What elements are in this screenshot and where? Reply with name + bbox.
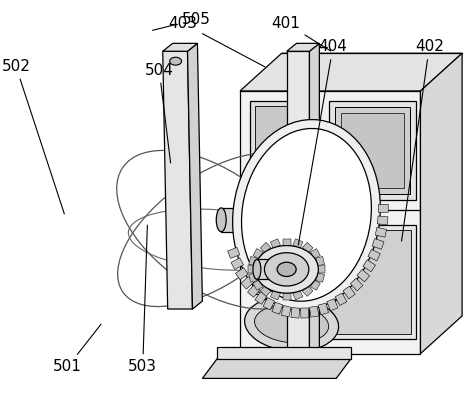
Polygon shape: [250, 101, 310, 200]
Polygon shape: [260, 242, 271, 253]
Text: 501: 501: [53, 324, 101, 374]
Polygon shape: [293, 290, 303, 300]
Polygon shape: [249, 256, 257, 266]
Ellipse shape: [245, 296, 338, 351]
Polygon shape: [318, 303, 328, 315]
Ellipse shape: [233, 119, 380, 310]
Polygon shape: [310, 43, 319, 359]
Polygon shape: [263, 297, 274, 310]
Text: 505: 505: [153, 12, 211, 30]
Polygon shape: [316, 256, 325, 266]
Polygon shape: [378, 204, 388, 212]
Polygon shape: [287, 51, 310, 359]
Text: 503: 503: [128, 225, 157, 374]
Polygon shape: [271, 239, 281, 248]
Text: 402: 402: [401, 39, 444, 241]
Text: 403: 403: [168, 16, 265, 67]
Polygon shape: [372, 238, 384, 249]
Polygon shape: [357, 269, 370, 282]
Text: 502: 502: [1, 59, 64, 214]
Polygon shape: [335, 107, 410, 194]
Text: 504: 504: [145, 63, 173, 163]
Polygon shape: [240, 205, 257, 215]
Polygon shape: [252, 284, 267, 294]
Polygon shape: [319, 266, 325, 273]
Polygon shape: [248, 266, 255, 273]
Polygon shape: [327, 299, 338, 311]
Polygon shape: [163, 43, 198, 51]
Polygon shape: [272, 302, 283, 314]
Polygon shape: [244, 218, 292, 269]
Polygon shape: [255, 292, 267, 304]
Polygon shape: [316, 230, 410, 334]
Polygon shape: [217, 347, 351, 359]
Ellipse shape: [170, 57, 182, 65]
Polygon shape: [255, 106, 304, 195]
Polygon shape: [316, 273, 325, 282]
Polygon shape: [301, 308, 309, 318]
Polygon shape: [283, 293, 291, 300]
Polygon shape: [271, 290, 281, 300]
Polygon shape: [302, 286, 313, 296]
Polygon shape: [291, 307, 300, 318]
Polygon shape: [375, 227, 387, 237]
Polygon shape: [377, 216, 388, 225]
Polygon shape: [350, 278, 363, 291]
Ellipse shape: [253, 260, 261, 279]
Polygon shape: [341, 113, 404, 188]
Polygon shape: [420, 53, 462, 354]
Ellipse shape: [255, 305, 328, 343]
Ellipse shape: [264, 253, 309, 286]
Polygon shape: [310, 280, 320, 290]
Polygon shape: [329, 101, 416, 200]
Polygon shape: [257, 260, 287, 279]
Ellipse shape: [277, 262, 296, 277]
Polygon shape: [283, 239, 291, 245]
Polygon shape: [281, 305, 291, 317]
Ellipse shape: [216, 208, 226, 232]
Polygon shape: [253, 280, 263, 290]
Polygon shape: [247, 284, 260, 297]
Polygon shape: [250, 269, 282, 284]
Polygon shape: [240, 91, 420, 354]
Polygon shape: [293, 239, 303, 248]
Polygon shape: [260, 286, 271, 296]
Ellipse shape: [242, 128, 372, 301]
Polygon shape: [228, 247, 240, 258]
Polygon shape: [188, 43, 202, 309]
Text: 404: 404: [298, 39, 347, 245]
Polygon shape: [253, 249, 263, 259]
Polygon shape: [231, 258, 244, 269]
Polygon shape: [310, 249, 320, 259]
Polygon shape: [221, 208, 239, 232]
Polygon shape: [335, 293, 347, 305]
Polygon shape: [311, 225, 416, 339]
Polygon shape: [287, 43, 319, 51]
Polygon shape: [343, 286, 355, 299]
Polygon shape: [310, 306, 319, 317]
Text: 401: 401: [272, 16, 331, 51]
Polygon shape: [163, 51, 192, 309]
Ellipse shape: [255, 245, 319, 293]
Polygon shape: [249, 273, 257, 282]
Polygon shape: [248, 222, 288, 266]
Polygon shape: [302, 242, 313, 253]
Polygon shape: [202, 359, 351, 378]
Polygon shape: [241, 277, 254, 289]
Polygon shape: [236, 268, 248, 280]
Polygon shape: [363, 260, 375, 272]
Polygon shape: [240, 53, 462, 91]
Polygon shape: [368, 249, 380, 261]
Ellipse shape: [234, 208, 244, 232]
